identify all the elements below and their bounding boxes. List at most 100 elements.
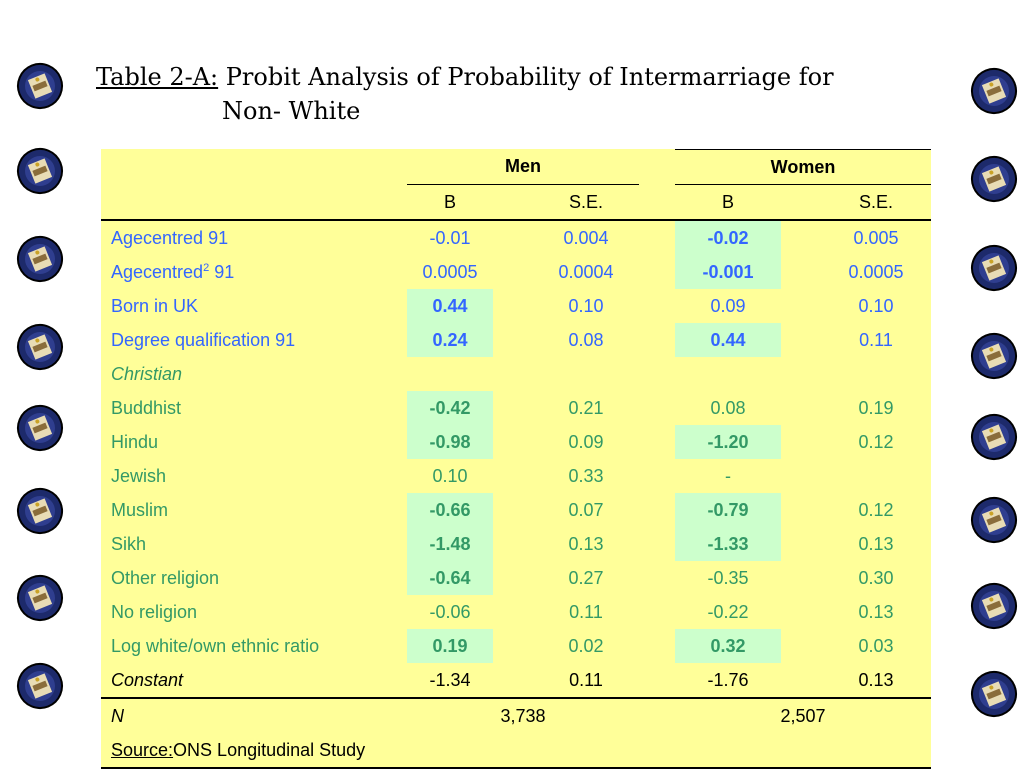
row-label: No religion	[111, 601, 198, 622]
row-label-text: Agecentred	[111, 261, 204, 282]
table-row: Degree qualification 91 0.24 0.08 0.44 0…	[101, 323, 931, 357]
women-b-cell: -0.001	[675, 255, 781, 289]
men-se-cell: 0.33	[568, 465, 604, 486]
women-se-cell: 0.30	[858, 567, 894, 588]
men-b-cell: -0.42	[407, 391, 493, 425]
women-b-cell: -0.35	[707, 567, 749, 588]
header-men-b: B	[407, 184, 493, 221]
table-row: Muslim -0.66 0.07 -0.79 0.12	[101, 493, 931, 527]
men-se-cell: 0.004	[563, 227, 609, 248]
university-crest-icon	[968, 411, 1020, 463]
header-women-b: B	[675, 184, 781, 221]
women-se-cell: 0.12	[858, 499, 894, 520]
table-row: Christian	[101, 357, 931, 391]
women-se-cell: 0.12	[858, 431, 894, 452]
women-b-cell: -1.33	[675, 527, 781, 561]
header-men: Men	[407, 149, 639, 185]
table-row: Jewish 0.10 0.33 -	[101, 459, 931, 493]
men-se-cell: 0.09	[568, 431, 604, 452]
men-b-cell: 0.24	[407, 323, 493, 357]
n-men: 3,738	[500, 705, 546, 726]
men-se-cell: 0.10	[568, 295, 604, 316]
women-b-cell: 0.44	[675, 323, 781, 357]
women-b-cell: 0.08	[710, 397, 746, 418]
header-women: Women	[675, 149, 932, 185]
university-crest-icon	[14, 145, 66, 197]
table-row: Agecentred 91 -0.01 0.004 -0.02 0.005	[101, 220, 931, 255]
women-se-cell: 0.13	[858, 601, 894, 622]
row-label: Degree qualification 91	[111, 329, 296, 350]
men-b-cell: -1.34	[407, 663, 493, 699]
men-se-cell: 0.11	[533, 663, 639, 699]
men-b-cell: 0.10	[432, 465, 468, 486]
men-se-cell: 0.27	[568, 567, 604, 588]
women-b-cell: -1.76	[675, 663, 781, 699]
row-label: Agecentred2 91	[101, 255, 407, 289]
university-crest-icon	[968, 65, 1020, 117]
probit-table: Men Women B S.E. B S.E. Agecentred 91 -0…	[101, 149, 932, 769]
row-label: Agecentred 91	[111, 227, 229, 248]
men-b-cell: -0.06	[429, 601, 471, 622]
table-row: Agecentred2 91 0.0005 0.0004 -0.001 0.00…	[101, 255, 931, 289]
university-crest-icon	[14, 572, 66, 624]
source-text: ONS Longitudinal Study	[173, 739, 366, 760]
n-label: N	[111, 705, 124, 726]
men-b-cell: 0.0005	[422, 261, 478, 282]
men-se-cell: 0.08	[568, 329, 604, 350]
table-label: Table 2-A:	[96, 63, 219, 91]
university-crest-icon	[14, 233, 66, 285]
source-note: Source:ONS Longitudinal Study	[101, 733, 932, 769]
women-se-cell: 0.03	[858, 635, 894, 656]
men-se-cell: 0.07	[568, 499, 604, 520]
header-men-se: S.E.	[533, 184, 639, 221]
university-crest-icon	[14, 485, 66, 537]
n-row: N 3,738 2,507	[101, 698, 931, 733]
women-b-cell: -0.22	[707, 601, 749, 622]
university-crest-icon	[968, 668, 1020, 720]
row-label: Other religion	[111, 567, 220, 588]
row-label: Constant	[101, 663, 407, 699]
row-label: Log white/own ethnic ratio	[111, 635, 320, 656]
header-column-row: B S.E. B S.E.	[101, 184, 932, 221]
row-label-superscript: 2	[203, 261, 210, 274]
table-row: Sikh -1.48 0.13 -1.33 0.13	[101, 527, 931, 561]
table-row: No religion -0.06 0.11 -0.22 0.13	[101, 595, 931, 629]
page-title: Table 2-A: Probit Analysis of Probabilit…	[96, 60, 834, 128]
university-crest-icon	[968, 494, 1020, 546]
row-label: Born in UK	[111, 295, 199, 316]
university-crest-icon	[968, 242, 1020, 294]
women-b-cell: 0.32	[675, 629, 781, 663]
men-b-cell: -0.66	[407, 493, 493, 527]
women-b-cell: -	[725, 465, 731, 486]
university-crest-icon	[14, 321, 66, 373]
header-women-se: S.E.	[821, 184, 932, 221]
university-crest-icon	[968, 330, 1020, 382]
men-b-cell: 0.19	[407, 629, 493, 663]
men-se-cell: 0.21	[568, 397, 604, 418]
women-se-cell: 0.0005	[848, 261, 904, 282]
n-women: 2,507	[780, 705, 826, 726]
source-row: Source:ONS Longitudinal Study	[101, 733, 932, 769]
table-row: Log white/own ethnic ratio 0.19 0.02 0.3…	[101, 629, 931, 663]
table-row: Buddhist -0.42 0.21 0.08 0.19	[101, 391, 931, 425]
table-row: Constant -1.34 0.11 -1.76 0.13	[101, 663, 932, 699]
university-crest-icon	[14, 402, 66, 454]
women-se-cell: 0.005	[853, 227, 899, 248]
title-text-line2: Non- White	[222, 97, 361, 125]
women-se-cell: 0.13	[858, 533, 894, 554]
row-label: Sikh	[111, 533, 147, 554]
women-se-cell: 0.13	[821, 663, 932, 699]
women-b-cell: -0.02	[675, 220, 781, 255]
women-b-cell: 0.09	[710, 295, 746, 316]
university-crest-icon	[14, 660, 66, 712]
women-se-cell	[821, 459, 931, 493]
women-se-cell	[821, 357, 931, 391]
row-label: Muslim	[111, 499, 168, 520]
title-text-line1: Probit Analysis of Probability of Interm…	[225, 63, 834, 91]
row-label: Hindu	[111, 431, 159, 452]
men-se-cell: 0.02	[568, 635, 604, 656]
row-label-suffix: 91	[209, 261, 235, 282]
row-label: Christian	[111, 363, 183, 384]
women-se-cell: 0.19	[858, 397, 894, 418]
table-row: Other religion -0.64 0.27 -0.35 0.30	[101, 561, 931, 595]
